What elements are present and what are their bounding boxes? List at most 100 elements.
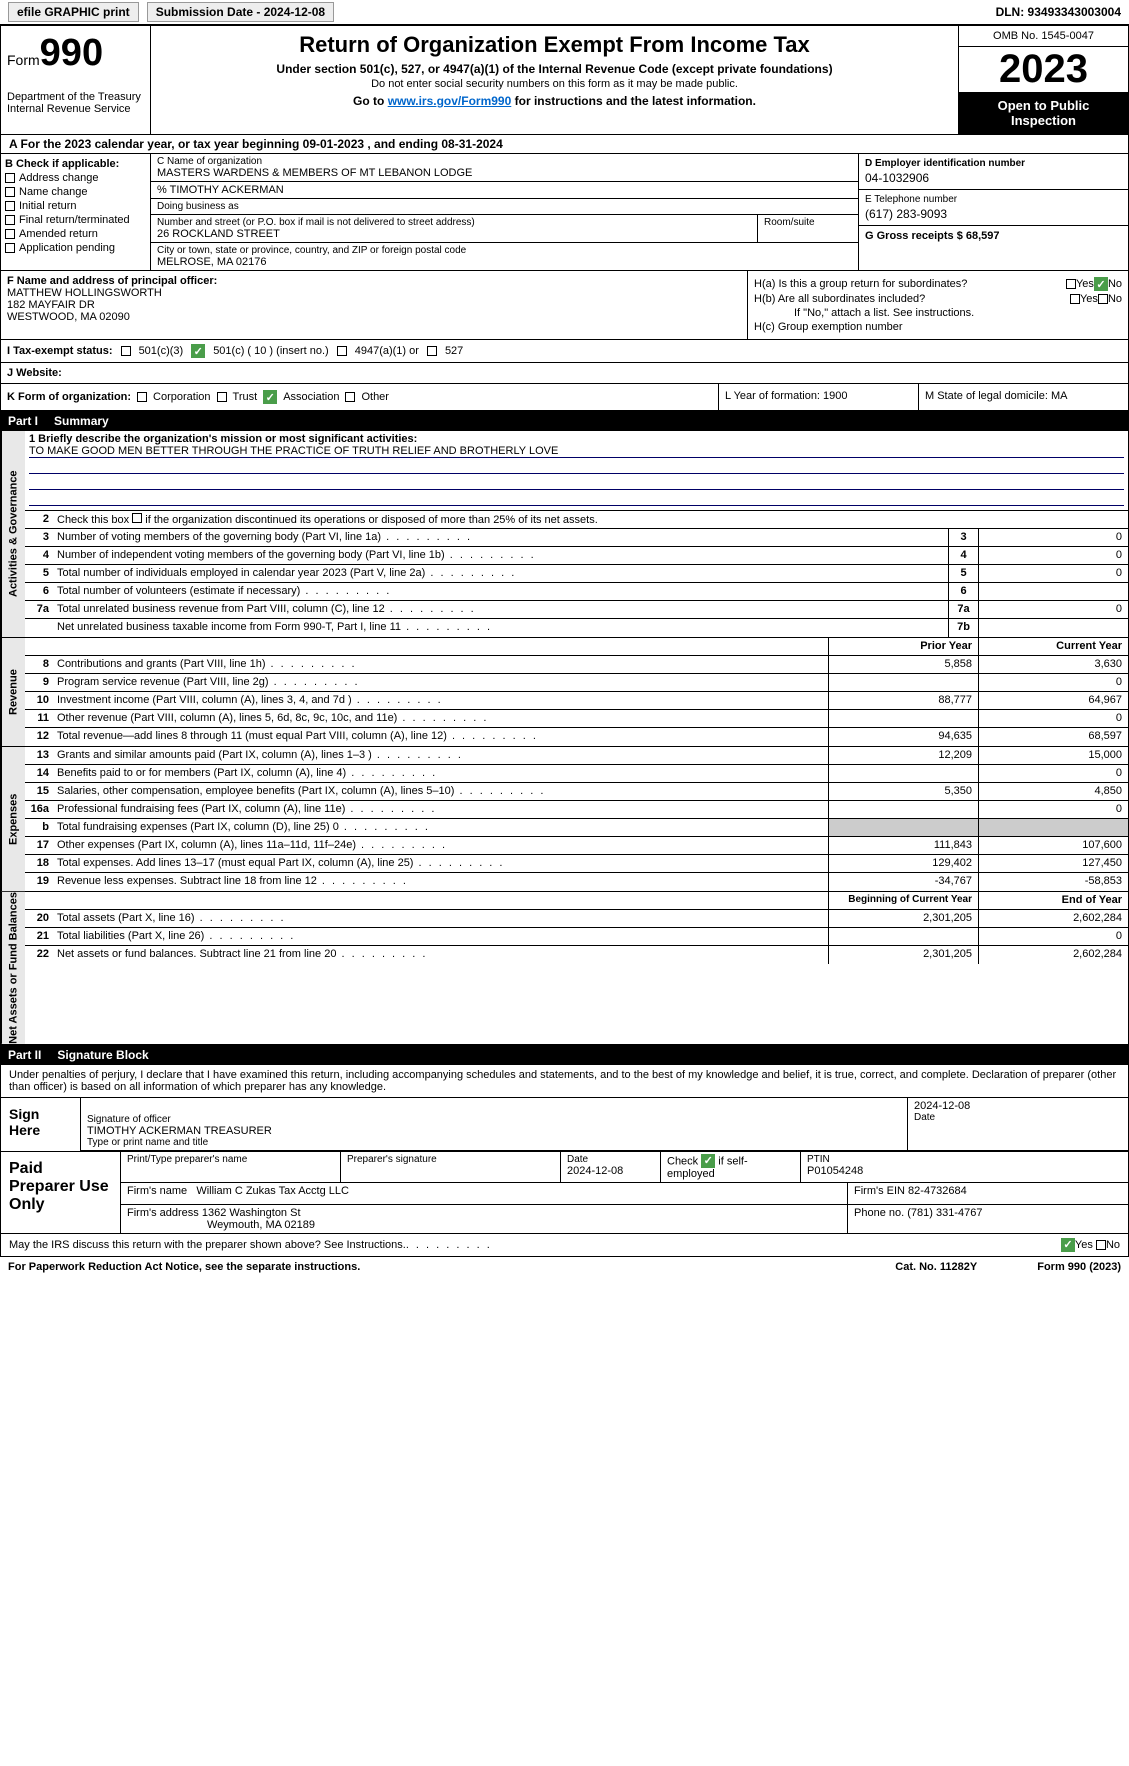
corp-label: Corporation xyxy=(153,391,210,403)
signature-section: Under penalties of perjury, I declare th… xyxy=(0,1065,1129,1234)
table-row: 12Total revenue—add lines 8 through 11 (… xyxy=(25,728,1128,746)
chk-address[interactable] xyxy=(5,173,15,183)
form-title: Return of Organization Exempt From Incom… xyxy=(157,32,952,58)
governance-section: Activities & Governance 1 Briefly descri… xyxy=(0,431,1129,638)
chk-final[interactable] xyxy=(5,215,15,225)
line2-num: 2 xyxy=(25,511,53,528)
mission-label: 1 Briefly describe the organization's mi… xyxy=(29,433,1124,445)
chk-assoc-checked[interactable]: ✓ xyxy=(263,390,277,404)
chk-501c-checked[interactable]: ✓ xyxy=(191,344,205,358)
ein-value: 04-1032906 xyxy=(865,171,1122,185)
form-subtitle: Under section 501(c), 527, or 4947(a)(1)… xyxy=(157,62,952,76)
chk-amended[interactable] xyxy=(5,229,15,239)
hb-yes[interactable] xyxy=(1070,294,1080,304)
cat-no: Cat. No. 11282Y xyxy=(895,1261,977,1273)
goto-line: Go to www.irs.gov/Form990 for instructio… xyxy=(157,94,952,108)
form-title-block: Return of Organization Exempt From Incom… xyxy=(151,26,958,134)
state-domicile: M State of legal domicile: MA xyxy=(918,384,1128,410)
pra-notice: For Paperwork Reduction Act Notice, see … xyxy=(8,1261,360,1273)
mission-line xyxy=(29,492,1124,506)
chk-501c3[interactable] xyxy=(121,346,131,356)
chk-trust[interactable] xyxy=(217,392,227,402)
table-row: 3Number of voting members of the governi… xyxy=(25,529,1128,547)
table-row: 10Investment income (Part VIII, column (… xyxy=(25,692,1128,710)
col-k: K Form of organization: Corporation Trus… xyxy=(1,384,718,410)
period-row: A For the 2023 calendar year, or tax yea… xyxy=(0,135,1129,154)
sig-declaration: Under penalties of perjury, I declare th… xyxy=(1,1065,1128,1097)
expenses-section: Expenses 13Grants and similar amounts pa… xyxy=(0,747,1129,892)
dln: DLN: 93493343003004 xyxy=(996,5,1121,19)
hb-no[interactable] xyxy=(1098,294,1108,304)
hb-yes-lbl: Yes xyxy=(1080,293,1098,305)
inspection-label: Open to Public Inspection xyxy=(959,92,1128,134)
website-label: J Website: xyxy=(7,367,62,379)
section-i: I Tax-exempt status: 501(c)(3) ✓501(c) (… xyxy=(0,340,1129,363)
prep-date-label: Date xyxy=(567,1154,654,1165)
city-label: City or town, state or province, country… xyxy=(157,245,852,256)
chk-app-label: Application pending xyxy=(19,242,115,254)
goto-post: for instructions and the latest informat… xyxy=(511,94,756,108)
part2-header: Part II Signature Block xyxy=(0,1045,1129,1065)
part2-num: Part II xyxy=(8,1048,41,1062)
goto-link[interactable]: www.irs.gov/Form990 xyxy=(388,94,512,108)
addr-label: Number and street (or P.O. box if mail i… xyxy=(157,217,751,228)
ptin-label: PTIN xyxy=(807,1154,1122,1165)
form-label: Form 990 (2023) xyxy=(1037,1261,1121,1273)
chk-app[interactable] xyxy=(5,243,15,253)
chk-amended-label: Amended return xyxy=(19,228,98,240)
paid-preparer-label: Paid Preparer Use Only xyxy=(1,1152,121,1233)
firm-ein-label: Firm's EIN xyxy=(854,1185,905,1197)
table-row: 6Total number of volunteers (estimate if… xyxy=(25,583,1128,601)
table-row: 4Number of independent voting members of… xyxy=(25,547,1128,565)
revenue-section: Revenue Prior Year Current Year 8Contrib… xyxy=(0,638,1129,747)
sig-name-label: Type or print name and title xyxy=(87,1137,901,1148)
hb-note: If "No," attach a list. See instructions… xyxy=(754,307,1122,319)
col-current: Current Year xyxy=(978,638,1128,655)
ptin-value: P01054248 xyxy=(807,1165,1122,1177)
firm-ein: 82-4732684 xyxy=(908,1185,967,1197)
line2-desc: Check this box if the organization disco… xyxy=(53,511,1128,528)
efile-button[interactable]: efile GRAPHIC print xyxy=(8,2,139,22)
room-label: Room/suite xyxy=(764,217,852,228)
topbar: efile GRAPHIC print Submission Date - 20… xyxy=(0,0,1129,25)
ha-no-lbl: No xyxy=(1108,278,1122,290)
firm-phone-label: Phone no. xyxy=(854,1207,904,1219)
chk-4947[interactable] xyxy=(337,346,347,356)
chk-self-employed[interactable]: ✓ xyxy=(701,1154,715,1168)
dba-label: Doing business as xyxy=(157,201,852,212)
ha-no-checked[interactable]: ✓ xyxy=(1094,277,1108,291)
chk-initial[interactable] xyxy=(5,201,15,211)
chk-corp[interactable] xyxy=(137,392,147,402)
ha-yes-lbl: Yes xyxy=(1076,278,1094,290)
vtab-netassets: Net Assets or Fund Balances xyxy=(1,892,25,1044)
table-row: 17Other expenses (Part IX, column (A), l… xyxy=(25,837,1128,855)
discuss-yes-lbl: Yes xyxy=(1075,1239,1093,1251)
chk-address-label: Address change xyxy=(19,172,99,184)
officer-name: MATTHEW HOLLINGSWORTH xyxy=(7,287,741,299)
ha-yes[interactable] xyxy=(1066,279,1076,289)
sig-officer-label: Signature of officer xyxy=(87,1114,901,1125)
ha-label: H(a) Is this a group return for subordin… xyxy=(754,278,1066,290)
section-f-h: F Name and address of principal officer:… xyxy=(0,271,1129,340)
hb-label: H(b) Are all subordinates included? xyxy=(754,293,1070,305)
care-of: % TIMOTHY ACKERMAN xyxy=(151,182,858,199)
table-row: 11Other revenue (Part VIII, column (A), … xyxy=(25,710,1128,728)
vtab-revenue: Revenue xyxy=(1,638,25,746)
table-row: 19Revenue less expenses. Subtract line 1… xyxy=(25,873,1128,891)
table-row: Net unrelated business taxable income fr… xyxy=(25,619,1128,637)
discuss-no[interactable] xyxy=(1096,1240,1106,1250)
phone-label: E Telephone number xyxy=(865,194,1122,205)
discuss-yes-checked[interactable]: ✓ xyxy=(1061,1238,1075,1252)
table-row: 5Total number of individuals employed in… xyxy=(25,565,1128,583)
chk-line2[interactable] xyxy=(132,513,142,523)
chk-other[interactable] xyxy=(345,392,355,402)
sig-date: 2024-12-08 xyxy=(914,1100,1122,1112)
street-address: 26 ROCKLAND STREET xyxy=(157,228,751,240)
chk-527[interactable] xyxy=(427,346,437,356)
vtab-expenses: Expenses xyxy=(1,747,25,891)
501c3-label: 501(c)(3) xyxy=(139,345,184,357)
firm-phone: (781) 331-4767 xyxy=(907,1207,982,1219)
chk-name[interactable] xyxy=(5,187,15,197)
col-d: D Employer identification number 04-1032… xyxy=(858,154,1128,270)
i-label: I Tax-exempt status: xyxy=(7,345,113,357)
